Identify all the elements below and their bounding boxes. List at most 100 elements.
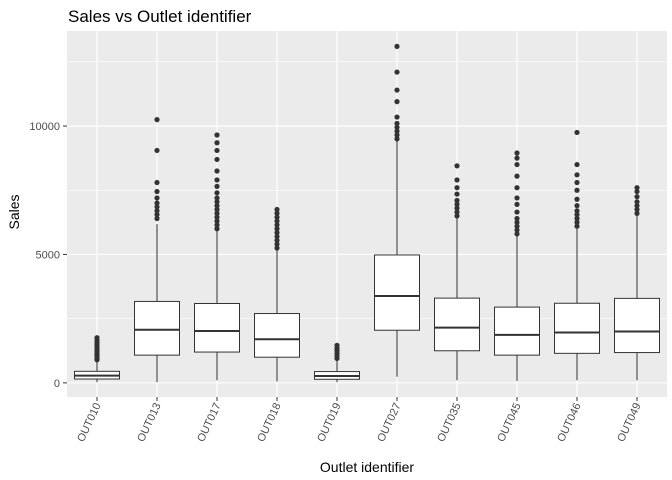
iqr-box [374, 254, 420, 331]
x-tick-label: OUT046 [555, 401, 583, 444]
outlier-point [154, 215, 160, 222]
box-out045 [494, 150, 540, 381]
outlier-point [634, 194, 640, 200]
outlier-point [514, 227, 520, 233]
outlier-point [634, 206, 640, 213]
outlier-point [394, 43, 400, 50]
outlier-point [274, 218, 280, 224]
outlier-point [214, 132, 220, 138]
outlier-point [154, 212, 160, 218]
x-tick-label: OUT013 [135, 401, 163, 444]
outlier-point [154, 200, 160, 206]
outlier-point [274, 214, 280, 220]
outlier-point [154, 117, 160, 123]
outlier-point [394, 132, 400, 138]
iqr-box [494, 306, 540, 356]
outlier-point [214, 195, 220, 201]
y-tick-label: 10000 [29, 121, 60, 133]
outlier-point [394, 99, 400, 105]
x-tick-label: OUT035 [435, 401, 463, 444]
outlier-point [394, 120, 400, 127]
outlier-point [154, 204, 160, 210]
outlier-point [514, 185, 520, 191]
outlier-point [454, 163, 460, 169]
outlier-point [334, 342, 340, 348]
outlier-point [214, 218, 220, 224]
outlier-point [454, 177, 460, 183]
outlier-point [514, 209, 520, 215]
outlier-point [274, 226, 280, 232]
outlier-point [514, 173, 520, 179]
outlier-point [154, 208, 160, 214]
outlier-point [634, 185, 640, 191]
outlier-point [214, 214, 220, 220]
outlier-point [634, 199, 640, 205]
outlier-point [214, 140, 220, 146]
box-out049 [614, 185, 660, 381]
x-tick-label: OUT018 [255, 401, 283, 444]
outlier-point [394, 136, 400, 142]
box-out017 [194, 132, 240, 381]
outlier-point [574, 223, 580, 229]
outlier-point [574, 208, 580, 214]
box-out013 [134, 117, 180, 383]
outlier-point [454, 201, 460, 207]
outlier-point [274, 206, 280, 213]
outlier-point [454, 205, 460, 211]
y-axis-title: Sales [6, 194, 22, 229]
box-out018 [254, 206, 300, 382]
box-out019 [314, 342, 360, 383]
outlier-point [394, 124, 400, 130]
outlier-point [454, 191, 460, 197]
outlier-point [514, 150, 520, 156]
outlier-point [634, 210, 640, 216]
outlier-point [94, 335, 100, 341]
y-axis: 0 5000 10000 [29, 121, 67, 390]
box-out035 [434, 163, 480, 381]
outlier-point [514, 201, 520, 207]
outlier-point [214, 190, 220, 196]
outlier-point [394, 87, 400, 93]
iqr-box [614, 297, 660, 354]
outlier-point [214, 147, 220, 154]
outlier-point [214, 206, 220, 213]
outlier-point [214, 168, 220, 174]
outlier-point [214, 226, 220, 232]
outlier-point [214, 156, 220, 163]
outlier-point [214, 177, 220, 183]
x-axis-title: Outlet identifier [320, 459, 414, 475]
x-tick-label: OUT010 [75, 401, 103, 444]
outlier-point [214, 203, 220, 209]
outlier-point [214, 183, 220, 189]
iqr-box [554, 302, 600, 354]
iqr-box [194, 303, 240, 353]
iqr-box [434, 297, 480, 352]
outlier-point [514, 231, 520, 237]
outlier-point [274, 230, 280, 236]
box-out027 [374, 43, 420, 377]
outlier-point [394, 114, 400, 120]
outlier-point [574, 129, 580, 136]
iqr-box [254, 313, 300, 358]
outlier-point [574, 203, 580, 209]
outlier-point [634, 203, 640, 209]
outlier-point [514, 195, 520, 201]
outlier-point [274, 210, 280, 216]
outlier-point [574, 172, 580, 178]
outlier-point [574, 212, 580, 218]
outlier-point [514, 223, 520, 229]
outlier-point [574, 187, 580, 193]
outlier-point [514, 219, 520, 225]
outlier-point [454, 185, 460, 191]
outlier-point [634, 188, 640, 195]
outlier-point [574, 219, 580, 225]
x-tick-label: OUT049 [615, 401, 643, 444]
outlier-point [514, 161, 520, 168]
outlier-point [394, 128, 400, 134]
outlier-point [274, 237, 280, 243]
outlier-point [274, 245, 280, 251]
outlier-point [154, 188, 160, 195]
outlier-point [394, 69, 400, 75]
outlier-point [214, 210, 220, 216]
